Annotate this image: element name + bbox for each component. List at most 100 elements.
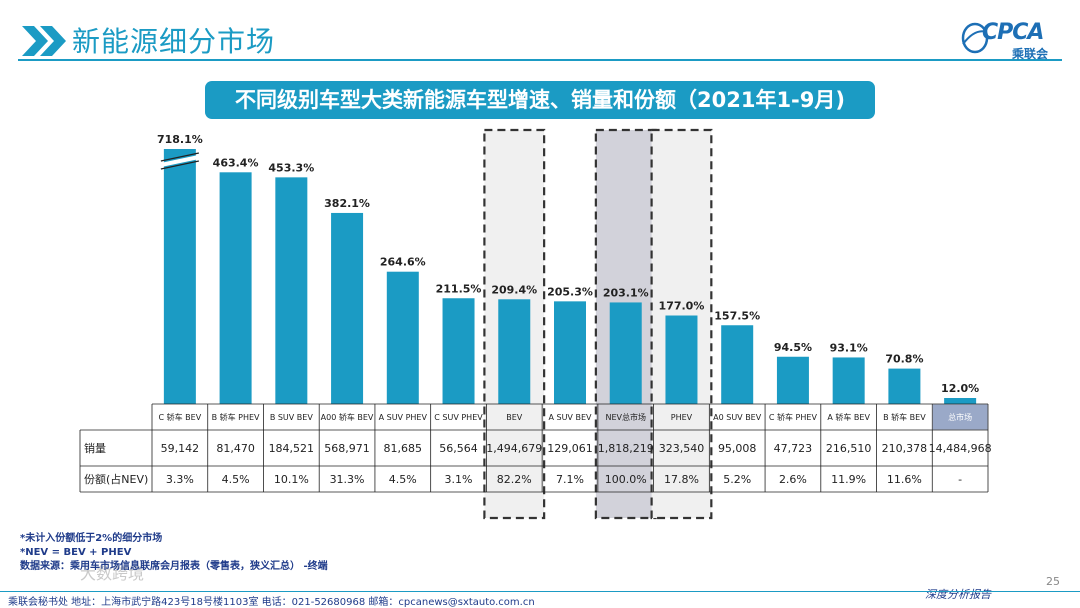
total-header-bg [932, 404, 988, 430]
bar-value-label: 453.3% [268, 161, 314, 174]
bar [163, 149, 196, 404]
sales-cell: 216,510 [825, 441, 872, 455]
table-header-cell: BEV [506, 412, 523, 422]
share-cell: 31.3% [329, 472, 365, 486]
sales-cell: 323,540 [658, 441, 705, 455]
table-header-cell: B SUV BEV [269, 412, 313, 422]
bar [721, 325, 754, 404]
page-number: 25 [1046, 575, 1060, 588]
table-header-cell: NEV总市场 [605, 412, 646, 422]
table-header-cell: A SUV BEV [548, 412, 592, 422]
share-cell: 4.5% [221, 472, 250, 486]
cpca-logo: CPCA 乘联会 [960, 18, 1060, 62]
footnote: *未计入份额低于2%的细分市场 [20, 533, 163, 544]
bar [386, 271, 419, 404]
sales-cell: 47,723 [773, 441, 813, 455]
bar [275, 177, 308, 404]
share-cell: 11.6% [886, 472, 922, 486]
bar-value-label: 718.1% [157, 133, 203, 146]
globe-icon [961, 22, 989, 54]
bar-value-label: 157.5% [714, 309, 760, 322]
header-chevron-icon [22, 26, 66, 56]
table-row-label: 份额(占NEV) [84, 473, 149, 486]
sales-cell: 95,008 [717, 441, 757, 455]
share-cell: - [958, 472, 963, 486]
bar-value-label: 211.5% [436, 282, 482, 295]
sales-cell: 568,971 [324, 441, 370, 455]
footnotes: *未计入份额低于2%的细分市场 *NEV = BEV + PHEV 数据来源：乘… [20, 532, 328, 574]
sales-cell: 56,564 [439, 441, 478, 455]
share-cell: 4.5% [388, 472, 417, 486]
table-header-cell: PHEV [670, 412, 693, 422]
share-cell: 3.1% [444, 472, 473, 486]
footer-divider [0, 591, 1080, 592]
table-header-cell: C 轿车 BEV [158, 412, 202, 422]
sales-cell: 14,484,968 [928, 441, 992, 455]
bar [219, 172, 252, 404]
sales-cell: 1,494,679 [486, 441, 543, 455]
bar [944, 398, 977, 404]
bar-value-label: 203.1% [603, 286, 649, 299]
logo-subtext: 乘联会 [1012, 47, 1049, 61]
bar-value-label: 382.1% [324, 197, 370, 210]
table-header-cell: C SUV PHEV [434, 412, 483, 422]
table-header-cell: B 轿车 PHEV [211, 412, 260, 422]
share-cell: 82.2% [496, 472, 532, 486]
tagline: 深度分析报告 [925, 588, 991, 601]
footnote: *NEV = BEV + PHEV [20, 547, 132, 558]
axis-break-mark [160, 160, 199, 170]
share-cell: 10.1% [273, 472, 309, 486]
share-cell: 17.8% [663, 472, 699, 486]
table-header-cell: A SUV PHEV [378, 412, 427, 422]
sales-cell: 210,378 [881, 441, 928, 455]
chart-title-banner: 不同级别车型大类新能源车型增速、销量和份额（2021年1-9月) [205, 81, 875, 119]
bar-value-label: 463.4% [213, 156, 259, 169]
header-divider [18, 59, 1062, 61]
footer-text: 乘联会秘书处 地址：上海市武宁路423号18号楼1103室 电话：021-526… [8, 597, 535, 608]
watermark: 大数跨境 [80, 564, 145, 583]
share-cell: 11.9% [831, 472, 867, 486]
table-header-cell: A0 SUV BEV [713, 412, 762, 422]
bar-value-label: 205.3% [547, 285, 593, 298]
bar [776, 356, 809, 404]
bar-value-label: 93.1% [830, 341, 868, 354]
bar [554, 301, 586, 404]
sales-cell: 59,142 [160, 441, 200, 455]
bar-value-label: 264.6% [380, 256, 426, 269]
sales-cell: 184,521 [268, 441, 315, 455]
bar [498, 299, 531, 404]
footnote: 数据来源：乘用车市场信息联席会月报表（零售表，狭义汇总） -终端 [20, 561, 328, 572]
bar-value-label: 209.4% [491, 283, 537, 296]
page-title: 新能源细分市场 [72, 25, 276, 58]
bar-value-label: 12.0% [941, 382, 979, 395]
bar-value-label: 94.5% [774, 341, 812, 354]
share-cell: 2.6% [778, 472, 807, 486]
bar [888, 368, 921, 404]
sales-cell: 129,061 [547, 441, 593, 455]
share-cell: 7.1% [556, 472, 584, 486]
bar-value-label: 70.8% [885, 353, 923, 366]
sales-cell: 81,470 [216, 441, 255, 455]
bar-value-label: 177.0% [659, 300, 705, 313]
table-header-cell: B 轿车 BEV [883, 412, 926, 422]
bar [442, 298, 475, 404]
table-row-label: 销量 [84, 442, 106, 455]
share-cell: 100.0% [604, 472, 647, 486]
bar [832, 357, 865, 404]
axis-break-mark [160, 155, 200, 167]
bar [609, 302, 642, 404]
bar [331, 212, 364, 404]
table-header-cell: C 轿车 PHEV [768, 412, 817, 422]
bar [665, 315, 698, 404]
share-cell: 3.3% [165, 472, 194, 486]
logo-text: CPCA [982, 20, 1044, 45]
table-header-cell: 总市场 [948, 412, 973, 422]
sales-cell: 81,685 [383, 441, 423, 455]
share-cell: 5.2% [723, 472, 752, 486]
axis-break-mark [160, 152, 199, 162]
table-header-cell: A 轿车 BEV [827, 412, 870, 422]
sales-cell: 1,818,219 [597, 441, 654, 455]
table-header-cell: A00 轿车 BEV [320, 412, 374, 422]
